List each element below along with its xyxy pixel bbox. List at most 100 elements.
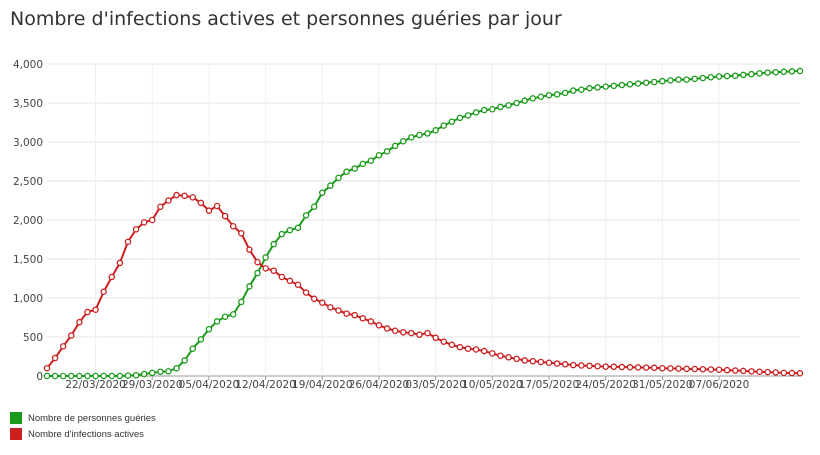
data-point[interactable] [124,238,132,246]
data-point[interactable] [537,358,545,366]
data-point[interactable] [262,265,269,272]
data-point[interactable] [480,347,488,355]
data-point[interactable] [456,343,464,351]
data-point[interactable] [43,372,51,380]
data-point[interactable] [424,130,431,137]
data-point[interactable] [149,216,156,224]
data-point[interactable] [84,372,91,380]
data-point[interactable] [772,68,779,76]
data-point[interactable] [570,361,577,369]
data-point[interactable] [43,364,51,372]
data-point[interactable] [132,226,140,233]
data-point[interactable] [699,74,707,82]
data-point[interactable] [157,203,164,210]
data-point[interactable] [707,366,715,373]
data-point[interactable] [51,354,59,362]
data-point[interactable] [302,212,310,219]
data-point[interactable] [796,67,804,75]
data-point[interactable] [691,75,698,83]
data-point[interactable] [756,368,763,375]
data-point[interactable] [149,369,156,377]
data-point[interactable] [602,83,609,90]
data-point[interactable] [327,304,334,311]
data-point[interactable] [513,355,520,363]
data-point[interactable] [92,372,99,380]
data-point[interactable] [497,103,504,111]
data-point[interactable] [367,318,375,325]
data-point[interactable] [335,174,342,182]
data-point[interactable] [351,311,358,319]
data-point[interactable] [610,363,618,371]
data-point[interactable] [408,134,415,141]
data-point[interactable] [497,352,504,359]
data-point[interactable] [391,142,399,150]
data-point[interactable] [319,189,326,196]
data-point[interactable] [68,372,75,380]
data-point[interactable] [197,336,205,343]
data-point[interactable] [286,277,294,285]
data-point[interactable] [173,364,180,372]
data-point[interactable] [561,89,569,97]
data-point[interactable] [335,307,342,314]
data-point[interactable] [132,371,140,379]
data-point[interactable] [448,118,456,125]
data-point[interactable] [367,157,375,164]
data-point[interactable] [480,106,488,114]
data-point[interactable] [294,281,302,288]
data-point[interactable] [788,369,796,377]
data-point[interactable] [699,365,707,373]
data-point[interactable] [310,295,318,303]
data-point[interactable] [537,93,545,101]
data-point[interactable] [116,259,124,267]
data-point[interactable] [723,72,731,80]
data-point[interactable] [651,364,658,372]
data-point[interactable] [707,74,715,81]
data-point[interactable] [189,345,196,352]
data-point[interactable] [76,372,83,380]
data-point[interactable] [391,327,399,335]
data-point[interactable] [270,267,277,274]
data-point[interactable] [731,72,739,79]
legend-item-actives[interactable]: Nombre d'infections actives [10,426,156,442]
data-point[interactable] [489,105,496,113]
data-point[interactable] [529,95,537,102]
data-point[interactable] [181,357,188,364]
data-point[interactable] [205,325,213,333]
data-point[interactable] [505,102,512,109]
data-point[interactable] [51,372,59,380]
data-point[interactable] [764,368,771,376]
data-point[interactable] [748,368,755,375]
data-point[interactable] [400,137,407,145]
data-point[interactable] [634,80,642,87]
data-point[interactable] [238,298,245,306]
data-point[interactable] [723,366,731,374]
data-point[interactable] [319,299,326,306]
data-point[interactable] [254,269,261,277]
data-point[interactable] [108,273,116,281]
data-point[interactable] [124,372,132,379]
data-point[interactable] [683,365,690,373]
data-point[interactable] [229,311,237,318]
data-point[interactable] [764,69,771,76]
data-point[interactable] [659,364,666,372]
data-point[interactable] [383,325,391,332]
data-point[interactable] [464,345,472,352]
legend-item-gueries[interactable]: Nombre de personnes guéries [10,410,156,426]
data-point[interactable] [618,363,626,371]
data-point[interactable] [772,369,779,376]
data-point[interactable] [278,230,286,238]
data-point[interactable] [756,70,763,77]
data-point[interactable] [238,230,245,237]
data-point[interactable] [140,219,148,226]
data-point[interactable] [59,372,67,380]
data-point[interactable] [100,288,107,296]
data-point[interactable] [165,368,172,375]
data-point[interactable] [246,246,253,253]
data-point[interactable] [780,369,788,377]
data-point[interactable] [205,207,213,214]
data-point[interactable] [578,362,585,369]
data-point[interactable] [157,368,164,375]
data-point[interactable] [489,350,496,357]
data-point[interactable] [294,224,302,232]
data-point[interactable] [667,365,674,372]
